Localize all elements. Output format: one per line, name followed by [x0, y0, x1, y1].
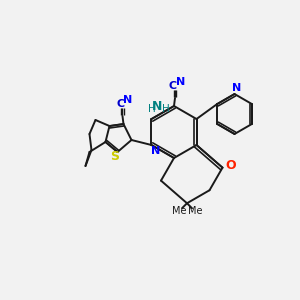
Text: N: N	[151, 146, 160, 156]
Text: N: N	[176, 77, 186, 87]
Text: N: N	[152, 100, 163, 112]
Text: H: H	[148, 104, 155, 114]
Text: N: N	[123, 95, 132, 105]
Text: S: S	[110, 151, 119, 164]
Text: N: N	[232, 83, 241, 93]
Text: H: H	[162, 104, 170, 114]
Text: C: C	[116, 99, 124, 109]
Text: C: C	[169, 81, 177, 91]
Text: Me: Me	[172, 206, 186, 216]
Text: O: O	[225, 159, 236, 172]
Text: Me: Me	[188, 206, 202, 216]
